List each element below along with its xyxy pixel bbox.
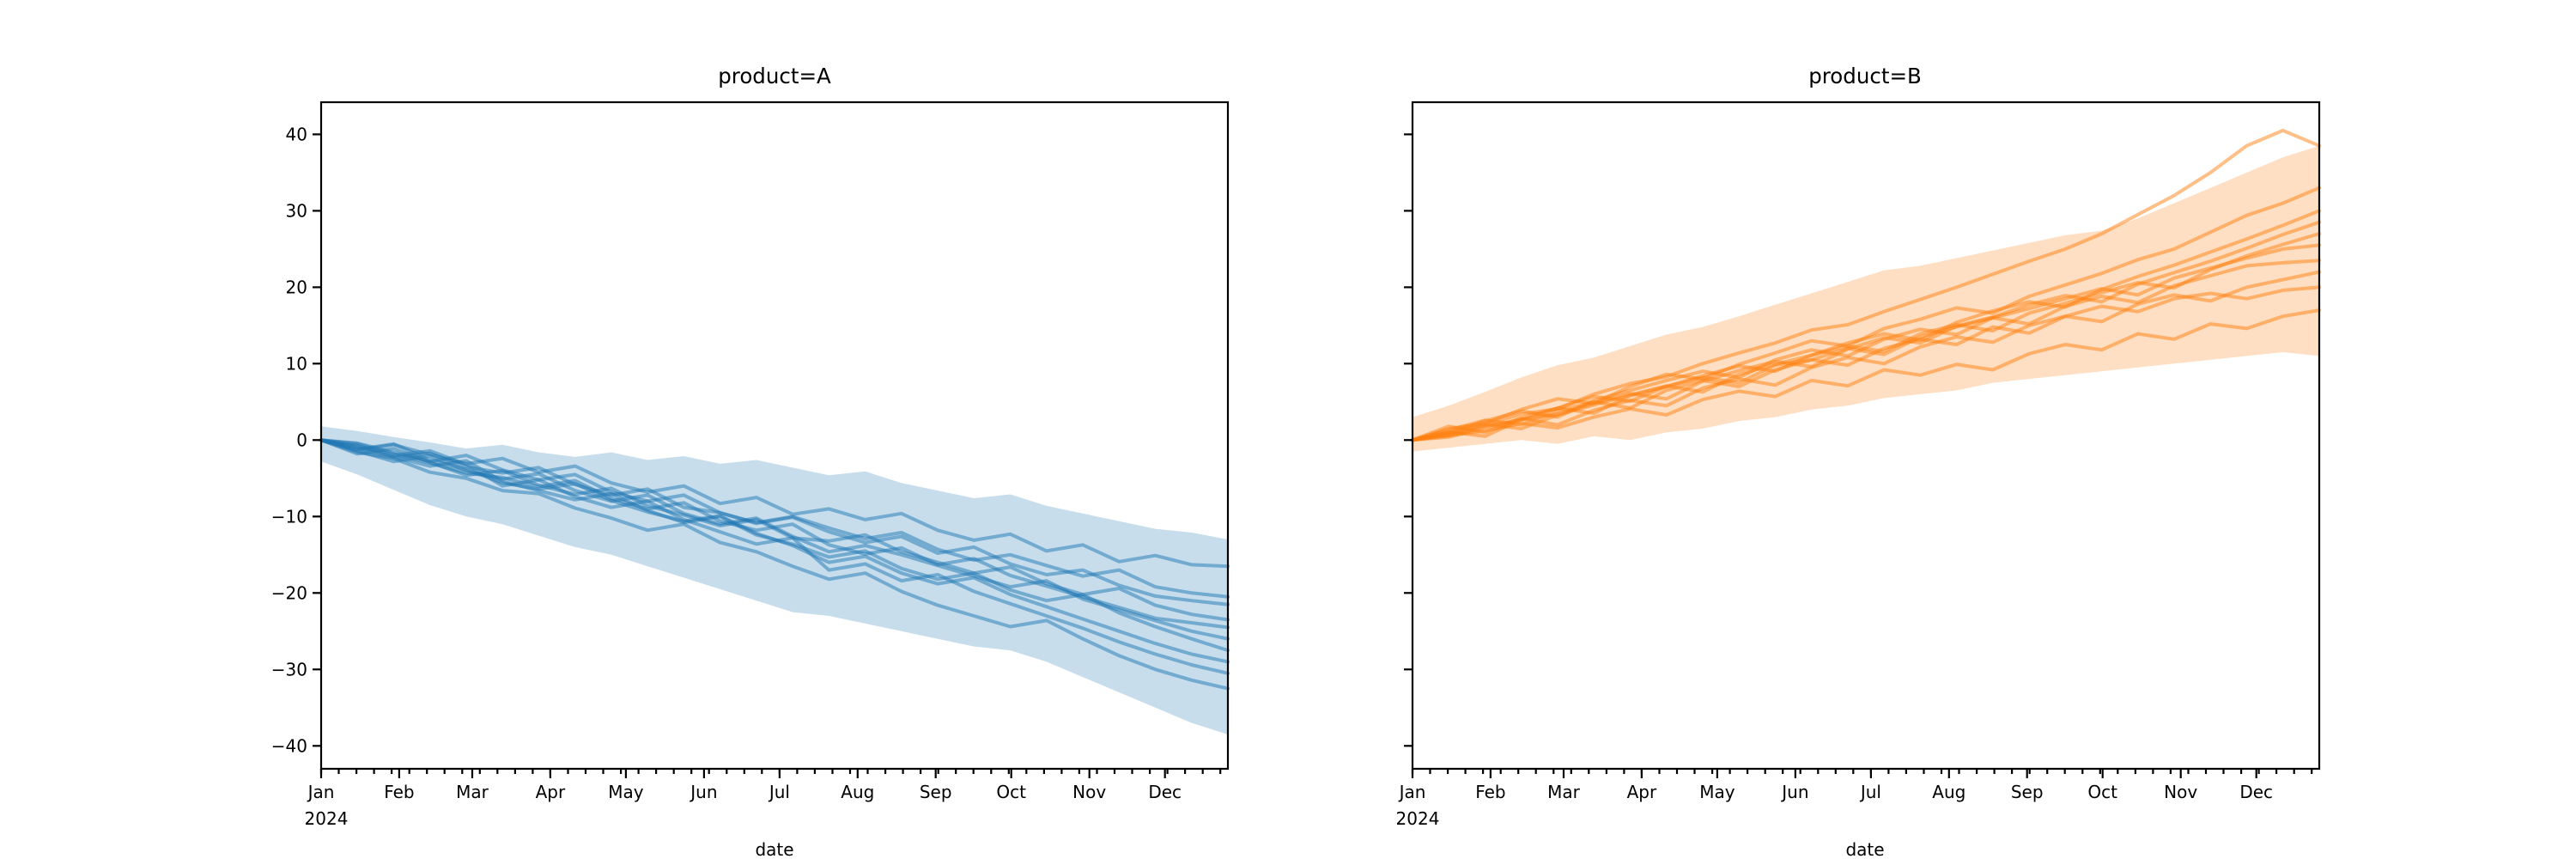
x-tick-label: Jan <box>1398 782 1426 802</box>
y-tick-label: 20 <box>286 277 307 297</box>
x-tick-label: Jul <box>1859 782 1881 802</box>
x-tick-label: May <box>1699 782 1735 802</box>
x-tick-label: Apr <box>1627 782 1657 802</box>
x-tick-label: Mar <box>1547 782 1581 802</box>
axes-spines <box>319 101 1230 771</box>
x-tick-label: Jun <box>1780 782 1808 802</box>
x-tick-label: Sep <box>2011 782 2044 802</box>
x-tick-label: Feb <box>1475 782 1505 802</box>
y-tick-label: −40 <box>271 735 307 756</box>
uncertainty-band <box>1413 145 2319 452</box>
uncertainty-band <box>321 426 1228 734</box>
series-line <box>1411 308 2321 442</box>
x-year-label: 2024 <box>1396 808 1440 829</box>
subplot-a: Jan Feb Mar Apr May Jun Jul Aug Sep Oct Nov Dec 2024… <box>271 101 1230 829</box>
x-tick-label: Nov <box>1072 782 1106 802</box>
x-tick-label: Oct <box>996 782 1026 802</box>
series-line <box>1411 285 2321 442</box>
y-tick-label: −10 <box>271 506 307 527</box>
series-line <box>1411 243 2321 442</box>
x-tick-label: Nov <box>2164 782 2197 802</box>
x-tick-label: Jul <box>768 782 790 802</box>
series-line <box>319 438 1230 569</box>
y-tick-label: 40 <box>286 124 307 144</box>
x-tick-label: Sep <box>920 782 952 802</box>
subplot-a-title: product=A <box>718 64 831 88</box>
subplot-b-title: product=B <box>1808 64 1922 88</box>
y-tick-label: −30 <box>271 659 307 679</box>
x-tick-label: Apr <box>536 782 566 802</box>
x-tick-label: Dec <box>1148 782 1182 802</box>
subplot-b: Jan Feb Mar Apr May Jun Jul Aug Sep Oct Nov Dec 2024 <box>1396 101 2321 829</box>
x-tick-label: Mar <box>456 782 489 802</box>
x-tick-label: Oct <box>2087 782 2117 802</box>
series-line <box>319 438 1230 622</box>
subplot-a-xlabel: date <box>755 839 794 859</box>
x-tick-label: Feb <box>384 782 414 802</box>
subplot-b-xlabel: date <box>1845 839 1885 859</box>
x-tick-label: Jan <box>307 782 335 802</box>
y-tick-label: −20 <box>271 582 307 603</box>
x-tick-label: Aug <box>1932 782 1965 802</box>
series-line <box>319 438 1230 599</box>
x-tick-label: Aug <box>841 782 874 802</box>
series-line <box>1411 209 2321 442</box>
y-tick-label: 30 <box>286 200 307 221</box>
y-tick-label: 10 <box>286 353 307 374</box>
x-tick-label: May <box>608 782 644 802</box>
x-year-label: 2024 <box>305 808 349 829</box>
axes-spines <box>1411 101 2321 771</box>
x-tick-label: Dec <box>2239 782 2273 802</box>
series-line <box>1411 270 2321 442</box>
series-line <box>319 438 1230 691</box>
x-tick-label: Jun <box>689 782 717 802</box>
y-tick-label: 0 <box>296 430 307 450</box>
